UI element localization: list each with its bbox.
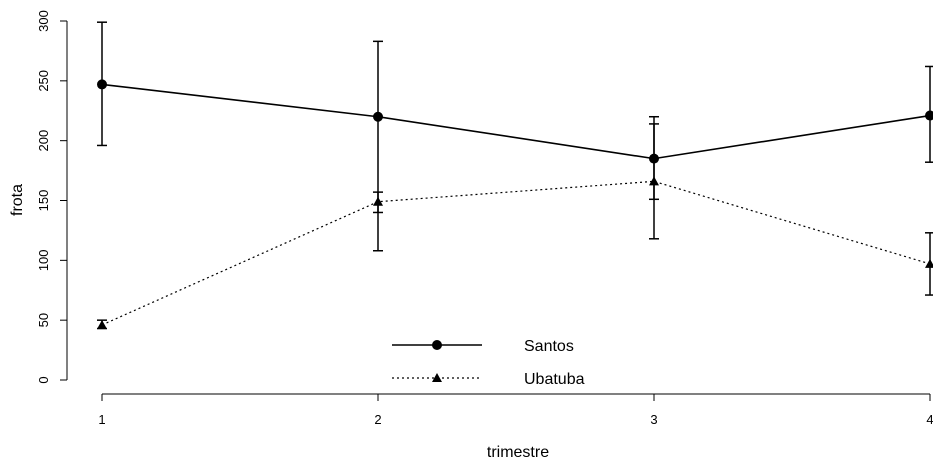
- y-tick-label: 100: [36, 249, 51, 271]
- axes: 0 50 100 150 200 250 300 1 2 3 4 frota trimestre: [9, 10, 933, 461]
- y-tick-label: 250: [36, 70, 51, 92]
- data-point: [925, 258, 933, 268]
- data-point: [925, 110, 933, 121]
- series-ubatuba: [97, 123, 933, 330]
- data-point: [649, 176, 659, 186]
- x-tick-label: 1: [98, 412, 105, 427]
- y-tick-label: 50: [36, 313, 51, 327]
- data-point: [97, 79, 107, 90]
- legend: Santos Ubatuba: [392, 338, 585, 388]
- data-point: [97, 319, 107, 329]
- legend-label: Ubatuba: [524, 371, 585, 388]
- x-tick-label: 4: [926, 412, 933, 427]
- y-tick-label: 150: [36, 190, 51, 212]
- y-tick-label: 200: [36, 130, 51, 152]
- series-line: [101, 180, 931, 326]
- y-axis-title: frota: [9, 184, 26, 216]
- legend-item-santos: Santos: [392, 338, 574, 355]
- x-tick-label: 3: [650, 412, 657, 427]
- data-point: [373, 196, 383, 206]
- x-axis-ticks: 1 2 3 4: [98, 394, 933, 427]
- x-axis-title: trimestre: [487, 444, 549, 461]
- data-point: [373, 111, 383, 122]
- x-tick-label: 2: [374, 412, 381, 427]
- legend-item-ubatuba: Ubatuba: [392, 371, 585, 388]
- legend-marker: [432, 373, 442, 382]
- series-santos: [97, 21, 933, 252]
- legend-marker: [432, 340, 442, 350]
- y-tick-label: 300: [36, 10, 51, 32]
- y-tick-label: 0: [36, 376, 51, 383]
- series-line: [101, 83, 931, 160]
- plot-area: [97, 21, 933, 330]
- legend-label: Santos: [524, 338, 574, 355]
- y-axis-ticks: 0 50 100 150 200 250 300: [36, 10, 67, 384]
